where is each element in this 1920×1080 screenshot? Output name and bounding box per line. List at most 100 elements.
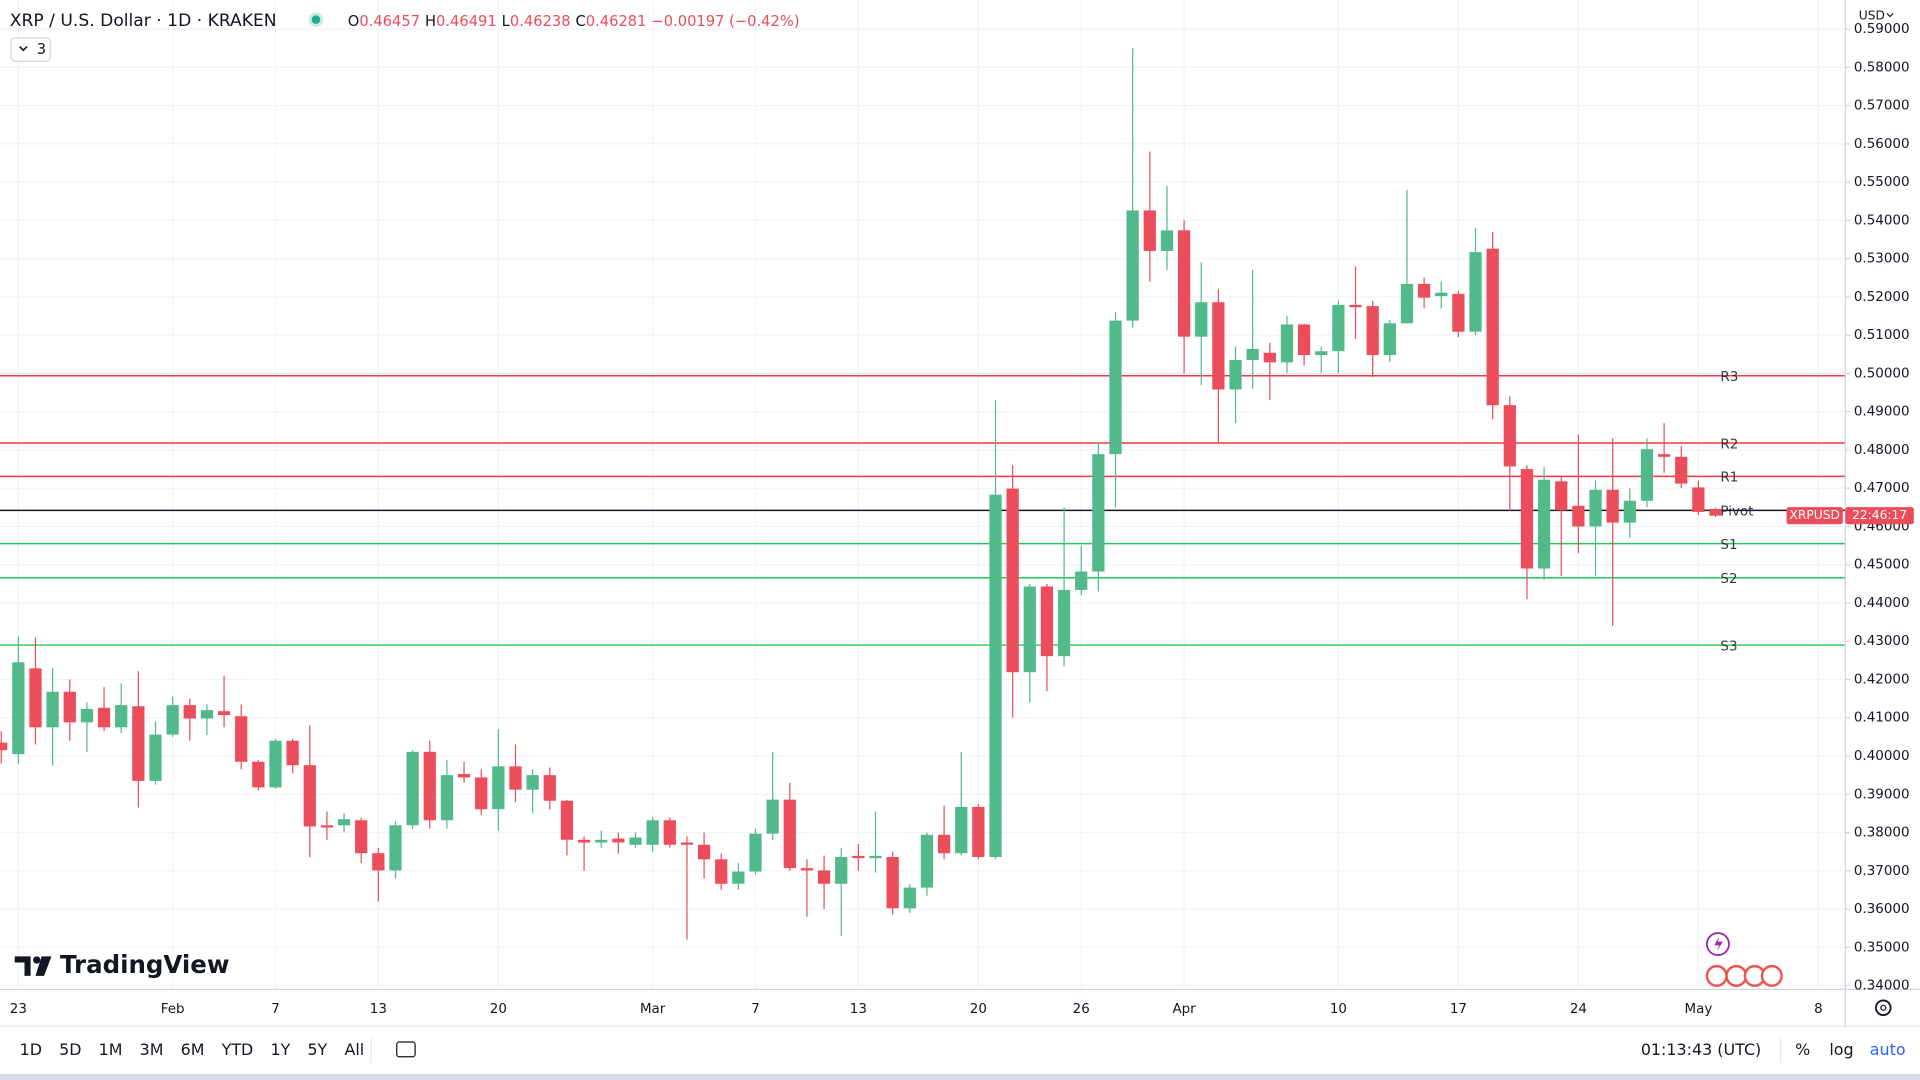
ohlc-label: C	[575, 13, 585, 30]
pivot-label: Pivot	[1720, 505, 1753, 520]
range-button[interactable]: 1D	[20, 1040, 42, 1059]
candle-body	[1537, 479, 1551, 569]
candle-body	[886, 857, 899, 909]
candle-body	[1057, 589, 1071, 657]
ohlc-value: 0.46281	[586, 13, 647, 30]
candle-body	[577, 839, 591, 843]
y-tick-label: 0.45000	[1854, 558, 1910, 573]
candle-body	[715, 859, 728, 884]
logo-mark	[14, 956, 31, 976]
candle-body	[12, 662, 25, 755]
candle-body	[680, 842, 694, 845]
x-tick-label: 10	[1330, 1002, 1347, 1017]
y-tick-label: 0.41000	[1854, 711, 1910, 726]
flag-icon	[1725, 964, 1748, 987]
candle-body	[337, 819, 351, 826]
candle-body	[560, 800, 574, 840]
candle-body	[1246, 348, 1259, 361]
candle-body	[217, 711, 231, 716]
candle-body	[1675, 456, 1688, 484]
axis-button[interactable]: %	[1795, 1040, 1810, 1059]
candle-body	[663, 820, 676, 845]
price-tag-symbol: XRPUSD	[1789, 508, 1839, 522]
candle-body	[372, 853, 385, 871]
candle-body	[1143, 210, 1156, 251]
ohlc-value: 0.46491	[436, 13, 497, 30]
indicator-count: 3	[37, 41, 46, 58]
candle-body	[766, 799, 779, 834]
ohlc-text: O0.46457 H0.46491 L0.46238 C0.46281 −0.00197…	[348, 13, 800, 30]
y-tick-label: 0.51000	[1854, 328, 1910, 343]
y-tick-label: 0.34000	[1854, 979, 1910, 994]
range-button[interactable]: 5D	[59, 1040, 81, 1059]
candle-body	[1469, 252, 1482, 332]
y-tick-label: 0.54000	[1854, 213, 1910, 228]
x-tick-label: 17	[1450, 1002, 1467, 1017]
axis-button[interactable]: log	[1829, 1040, 1853, 1059]
range-button[interactable]: 5Y	[307, 1040, 327, 1059]
y-tick-label: 0.40000	[1854, 749, 1910, 764]
ohlc-label: O	[348, 13, 360, 30]
range-button[interactable]: YTD	[221, 1040, 254, 1059]
candle-body	[389, 825, 402, 871]
flag-icon	[1705, 964, 1728, 987]
candle-body	[1383, 323, 1396, 356]
candle-body	[1503, 405, 1516, 467]
candle-body	[1212, 302, 1225, 390]
candle-body	[612, 838, 625, 843]
y-tick-label: 0.39000	[1854, 787, 1910, 802]
candle-body	[149, 734, 162, 781]
tradingview-logo: TradingView	[14, 950, 230, 979]
price-tag-symbol-bg	[1786, 507, 1843, 525]
ohlc-label: H	[425, 13, 436, 30]
candle-body	[200, 710, 214, 719]
y-tick-label: 0.49000	[1854, 405, 1910, 420]
axis-button[interactable]: auto	[1870, 1040, 1906, 1059]
candle-body	[1606, 489, 1619, 523]
logo-text: TradingView	[60, 950, 230, 979]
candle-body	[269, 740, 282, 788]
bottom-strip	[0, 1073, 1920, 1080]
economic-events[interactable]	[1705, 964, 1783, 987]
currency-button[interactable]: USD	[1859, 8, 1885, 22]
candle-body	[303, 765, 316, 827]
x-tick-label: 23	[10, 1002, 27, 1017]
candle-body	[989, 494, 1002, 858]
candle-body	[646, 820, 659, 845]
x-tick-label: 7	[751, 1002, 760, 1017]
y-tick-label: 0.37000	[1854, 864, 1910, 879]
range-button[interactable]: 1M	[99, 1040, 123, 1059]
candle-body	[423, 751, 436, 821]
candle-body	[1400, 283, 1414, 324]
chevron-icon	[19, 45, 28, 52]
date-range-icon[interactable]	[396, 1041, 416, 1058]
candle-body	[183, 705, 196, 719]
range-button[interactable]: All	[344, 1040, 364, 1059]
range-button[interactable]: 1Y	[270, 1040, 290, 1059]
range-button[interactable]: 6M	[181, 1040, 205, 1059]
y-tick-label: 0.47000	[1854, 481, 1910, 496]
candle-body	[972, 806, 985, 858]
candle-body	[1486, 248, 1499, 406]
candle-body	[63, 691, 76, 723]
pivot-label: R3	[1720, 370, 1738, 385]
range-button[interactable]: 3M	[140, 1040, 164, 1059]
change-value: −0.00197 (−0.42%)	[651, 13, 799, 30]
indicators-toggle[interactable]	[10, 37, 51, 62]
chevron-icon	[1886, 13, 1894, 18]
settings-icon[interactable]	[1875, 999, 1892, 1017]
price-tag-countdown: 22:46:17	[1852, 508, 1907, 522]
x-tick-label: 8	[1814, 1002, 1823, 1017]
price-tag-bg	[1845, 507, 1914, 525]
candle-body	[1177, 230, 1191, 337]
candle-body	[1023, 586, 1036, 673]
candle-body	[1555, 481, 1568, 511]
candle-body	[492, 766, 505, 810]
candle-body	[1623, 500, 1636, 523]
pivot-label: S2	[1720, 572, 1737, 587]
candle-body	[286, 740, 299, 766]
candle-body	[29, 668, 42, 728]
x-tick-label: 20	[970, 1002, 987, 1017]
candle-body	[1452, 293, 1465, 332]
